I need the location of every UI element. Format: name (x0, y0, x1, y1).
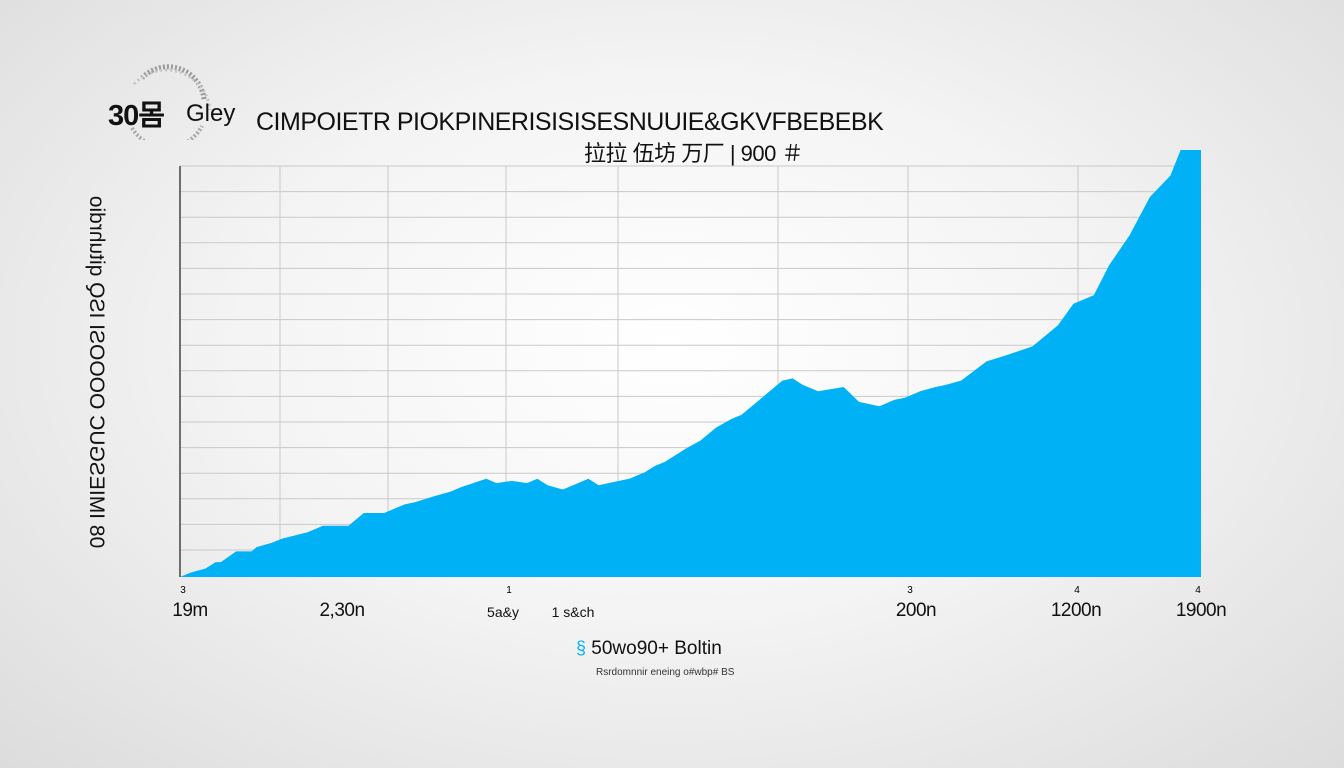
xlabel-glyph-icon: § (576, 638, 587, 658)
x-tick-label: 1200n (1050, 600, 1102, 621)
area-series (180, 150, 1201, 577)
x-tick-label: 19m (172, 600, 208, 621)
x-tick-label: 200n (895, 600, 937, 621)
logo-badge-icon (130, 64, 212, 140)
y-axis-label: 08 IMIESGUC OOOOSI ISQ qituhrdio (85, 195, 108, 549)
chart-subtitle: 拉拉 伍坊 万厂 | 900 ＃ (584, 141, 803, 166)
brand-name: Gley (186, 100, 236, 127)
x-axis-label: § 50wo90+ Boltin (576, 638, 722, 659)
x-tick-mark: 1 (506, 585, 512, 596)
x-tick-label: 2,30n (319, 600, 365, 621)
x-tick-mark: 3 (907, 585, 913, 596)
logo-text: 30몸 (108, 100, 165, 132)
chart-footnote: Rsrdomnnir eneing o#wbp# BS (596, 667, 735, 678)
x-tick-mark: 3 (180, 585, 186, 596)
x-tick-mark: 4 (1195, 585, 1201, 596)
x-tick-label: 1 s&ch (551, 604, 595, 620)
x-tick-label: 1900n (1175, 600, 1227, 621)
chart-title: CIMPOIETR PIOKPINERISISISESNUUIE&GKVFBEB… (256, 108, 884, 136)
x-tick-label: 5a&y (487, 604, 519, 620)
x-tick-marks: 3 1 3 4 4 (180, 585, 1201, 596)
x-tick-mark: 4 (1074, 585, 1080, 596)
